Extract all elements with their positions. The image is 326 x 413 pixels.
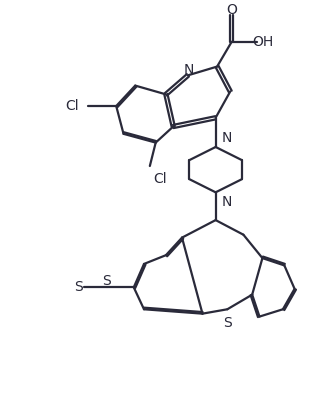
Text: S: S (74, 280, 82, 294)
Text: O: O (226, 3, 237, 17)
Text: N: N (183, 63, 194, 77)
Text: N: N (221, 131, 232, 145)
Text: S: S (102, 275, 111, 289)
Text: N: N (221, 195, 232, 209)
Text: Cl: Cl (153, 173, 166, 186)
Text: OH: OH (252, 35, 274, 49)
Text: Cl: Cl (66, 99, 79, 113)
Text: S: S (223, 316, 232, 330)
